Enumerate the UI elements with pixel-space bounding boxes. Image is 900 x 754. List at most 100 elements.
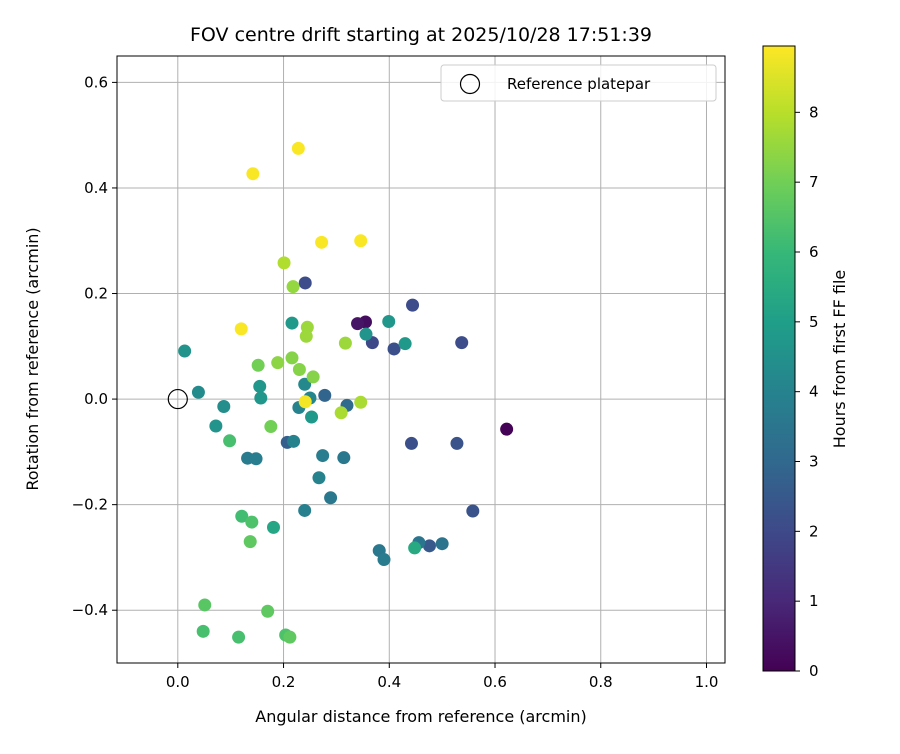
x-tick-label: 0.4 (377, 673, 401, 691)
data-point (217, 399, 231, 413)
data-point (500, 422, 514, 436)
data-point (324, 491, 338, 505)
data-point (209, 419, 223, 433)
colorbar-tick-label: 6 (809, 243, 819, 261)
y-axis-label: Rotation from reference (arcmin) (23, 227, 42, 490)
colorbar-tick-label: 5 (809, 313, 819, 331)
data-point (338, 336, 352, 350)
data-point (232, 630, 246, 644)
data-point (261, 604, 275, 618)
data-point (455, 336, 469, 350)
data-point (359, 327, 373, 341)
data-point (316, 449, 330, 463)
data-point (334, 406, 348, 420)
x-axis-ticks: 0.0 0.2 0.4 0.6 0.8 1.0 (166, 663, 719, 691)
scatter-points (167, 141, 514, 644)
y-tick-label: 0.6 (84, 73, 108, 91)
grid (117, 56, 725, 663)
colorbar-tick-label: 7 (809, 173, 819, 191)
x-tick-label: 0.6 (483, 673, 507, 691)
data-point (406, 298, 420, 312)
data-point (351, 317, 365, 331)
colorbar-tick-label: 3 (809, 453, 819, 471)
colorbar-tick-label: 8 (809, 103, 819, 121)
x-tick-label: 0.2 (272, 673, 296, 691)
data-point (287, 434, 301, 448)
colorbar-tick-label: 0 (809, 662, 819, 680)
colorbar: 0 1 2 3 4 5 6 7 8 Hours from first FF file (762, 45, 849, 680)
y-tick-label: 0.0 (84, 390, 108, 408)
data-point (253, 379, 267, 393)
data-point (271, 356, 285, 370)
data-point (283, 630, 297, 644)
x-tick-label: 1.0 (695, 673, 719, 691)
data-point (178, 344, 192, 358)
data-point (382, 314, 396, 328)
data-point (422, 539, 436, 553)
data-point (298, 395, 312, 409)
data-point (264, 420, 278, 434)
data-point (408, 541, 422, 555)
data-point (305, 410, 319, 424)
data-point (277, 256, 291, 270)
data-point (312, 471, 326, 485)
y-tick-label: 0.4 (84, 179, 108, 197)
y-tick-label: −0.4 (72, 601, 108, 619)
data-point (291, 141, 305, 155)
data-point (318, 388, 332, 402)
data-point (298, 503, 312, 517)
colorbar-tick-label: 1 (809, 592, 819, 610)
data-point (435, 537, 449, 551)
chart-title: FOV centre drift starting at 2025/10/28 … (190, 24, 652, 46)
data-point (306, 370, 320, 384)
data-point (198, 598, 212, 612)
data-point (246, 167, 260, 181)
data-point (377, 553, 391, 567)
legend-entry-label: Reference platepar (507, 75, 651, 93)
colorbar-label: Hours from first FF file (830, 270, 849, 449)
data-point (254, 391, 268, 405)
colorbar-tick-label: 4 (809, 383, 819, 401)
data-point (337, 451, 351, 465)
data-point (223, 434, 237, 448)
data-point (466, 504, 480, 518)
data-point (243, 535, 257, 549)
data-point (235, 509, 249, 523)
legend-marker (459, 73, 481, 95)
data-point (191, 385, 205, 399)
x-axis-label: Angular distance from reference (arcmin) (255, 707, 586, 726)
data-point (249, 452, 263, 466)
data-point (251, 358, 265, 372)
x-tick-label: 0.8 (589, 673, 613, 691)
data-point (450, 436, 464, 450)
y-axis-ticks: −0.4 −0.2 0.0 0.2 0.4 0.6 (72, 73, 117, 619)
legend-box (440, 64, 717, 102)
data-point (404, 436, 418, 450)
data-point (286, 280, 300, 294)
plot-frame (116, 55, 726, 664)
colorbar-tick-label: 2 (809, 522, 819, 540)
data-point (196, 624, 210, 638)
data-point (398, 337, 412, 351)
x-tick-label: 0.0 (166, 673, 190, 691)
data-point (354, 234, 368, 248)
data-point (298, 276, 312, 290)
legend: Reference platepar (440, 64, 717, 102)
y-tick-label: 0.2 (84, 285, 108, 303)
data-point (234, 322, 248, 336)
data-point (387, 342, 401, 356)
reference-platepar-marker (167, 388, 188, 410)
colorbar-gradient (762, 45, 796, 672)
data-point (300, 320, 314, 334)
colorbar-ticks: 0 1 2 3 4 5 6 7 8 (795, 103, 819, 680)
data-point (354, 395, 368, 409)
data-point (266, 520, 280, 534)
data-point (292, 363, 306, 377)
data-point (285, 316, 299, 330)
data-point (315, 235, 329, 249)
y-tick-label: −0.2 (72, 496, 108, 514)
data-point (298, 377, 312, 391)
data-point (245, 515, 259, 529)
data-point (285, 351, 299, 365)
